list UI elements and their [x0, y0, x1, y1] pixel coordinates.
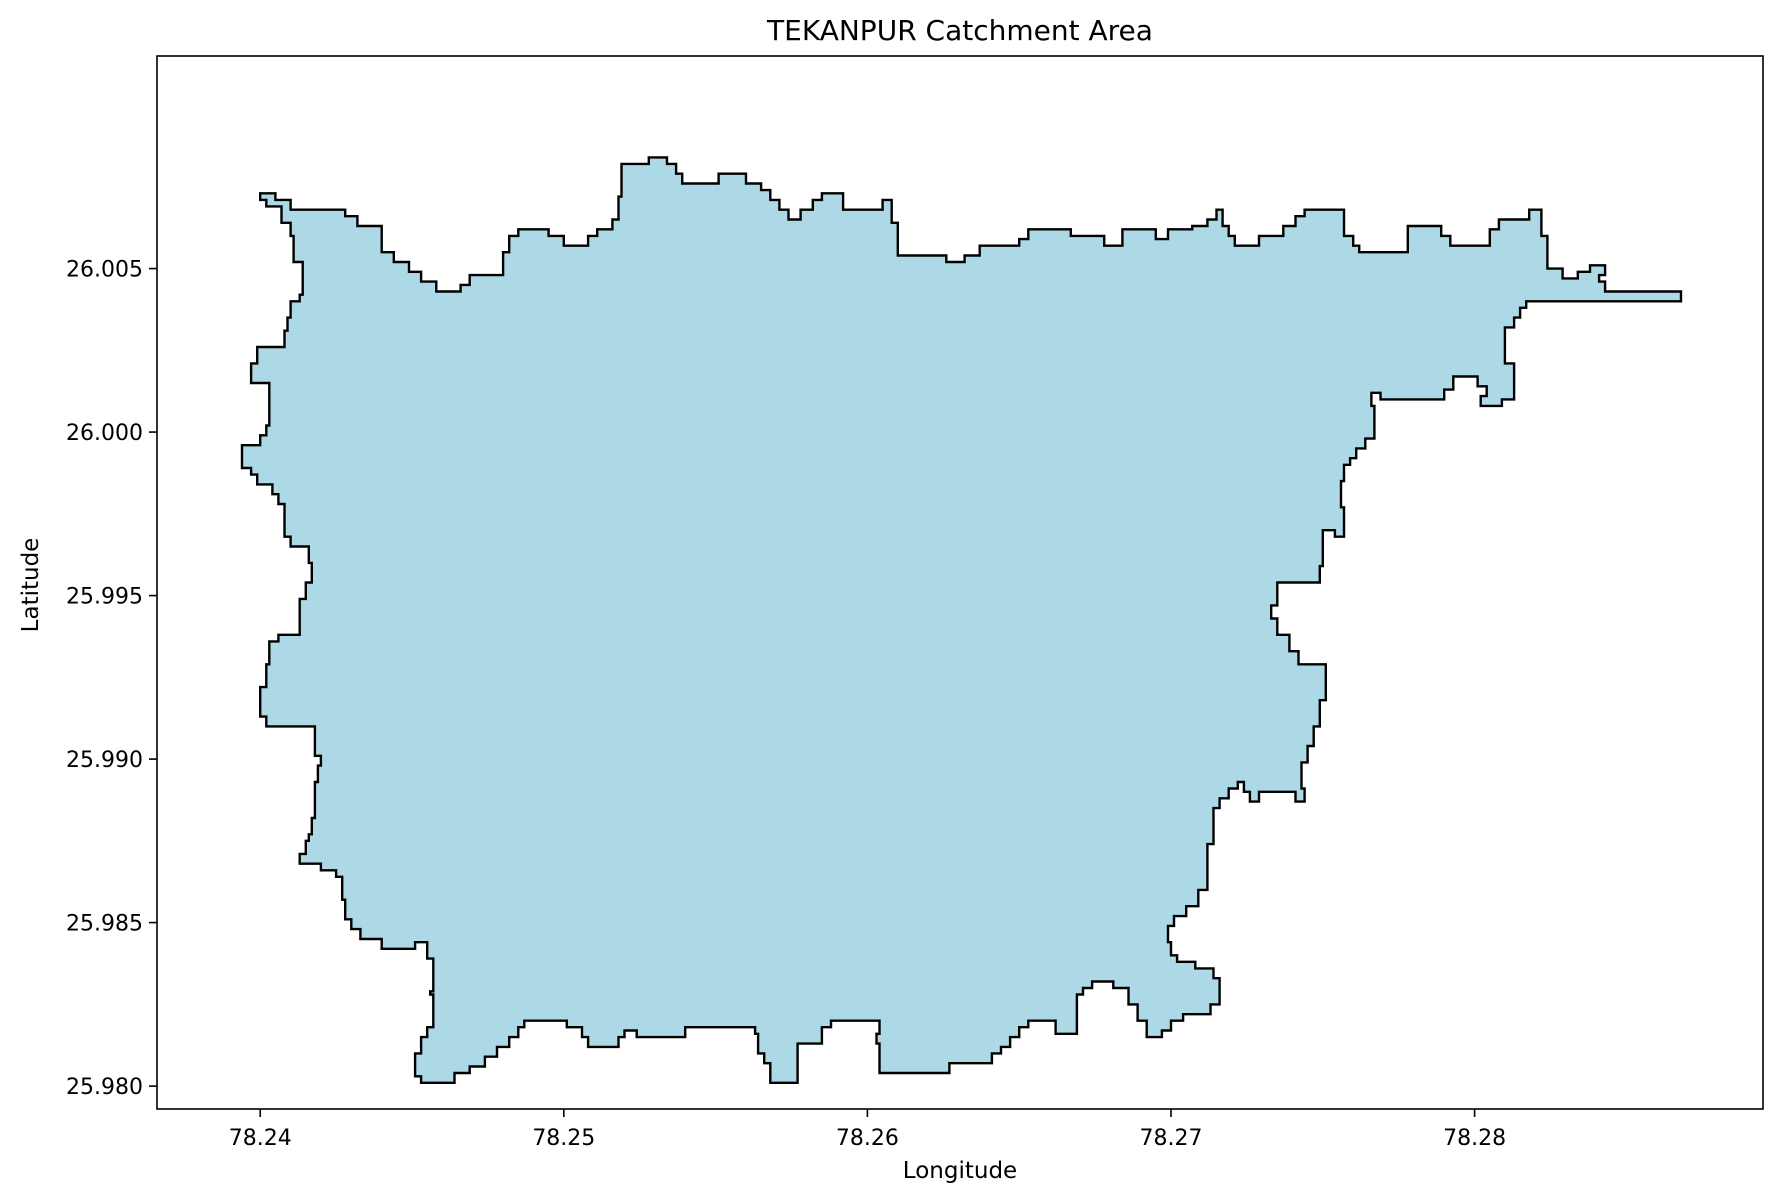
x-tick-label: 78.25 — [532, 1126, 595, 1151]
x-axis-ticks: 78.24 78.25 78.26 78.27 78.28 — [229, 1109, 1506, 1151]
x-tick-label: 78.26 — [836, 1126, 899, 1151]
y-tick-label: 25.980 — [66, 1075, 143, 1100]
y-tick-label: 25.995 — [66, 585, 143, 610]
y-tick-label: 25.990 — [66, 748, 143, 773]
x-tick-label: 78.27 — [1140, 1126, 1203, 1151]
y-tick-label: 26.005 — [66, 258, 143, 283]
y-axis-label: Latitude — [18, 538, 44, 633]
plot-area — [156, 55, 1764, 1110]
x-axis-label: Longitude — [903, 1158, 1017, 1184]
x-tick-label: 78.28 — [1443, 1126, 1506, 1151]
catchment-boundary — [240, 156, 1683, 1084]
x-tick-label: 78.24 — [229, 1126, 292, 1151]
y-tick-label: 25.985 — [66, 912, 143, 937]
chart-title: TEKANPUR Catchment Area — [766, 14, 1153, 47]
y-axis-ticks: 25.980 25.985 25.990 25.995 26.000 26.005 — [66, 258, 157, 1100]
axes-frame — [156, 55, 1764, 1110]
y-tick-label: 26.000 — [66, 421, 143, 446]
